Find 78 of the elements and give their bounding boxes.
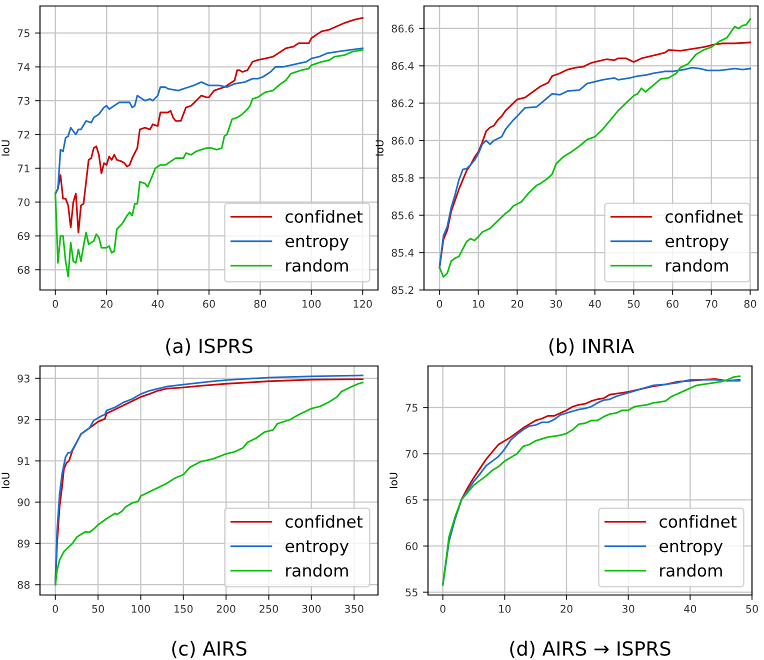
legend-label: random <box>286 564 348 577</box>
x-tick-label: 50 <box>628 300 640 308</box>
x-tick-label: 60 <box>203 300 215 308</box>
x-tick-label: 10 <box>472 300 484 308</box>
line-series <box>54 49 364 278</box>
x-tick-label: 100 <box>132 604 150 613</box>
y-tick-label: 74 <box>18 63 30 71</box>
x-tick-label: 10 <box>499 604 511 613</box>
x-tick-label: 0 <box>52 604 58 613</box>
x-tick-label: 70 <box>706 300 718 308</box>
legend-label: entropy <box>660 540 723 556</box>
y-tick-label: 69 <box>18 232 30 240</box>
text: (d) AIRS → ISPRS <box>510 640 670 658</box>
x-tick-label: 50 <box>92 604 104 613</box>
y-axis-title: IoU <box>390 472 398 488</box>
y-tick-label: 85.8 <box>392 174 414 182</box>
legend-label: confidnet <box>666 210 743 223</box>
y-tick-label: 85.6 <box>392 211 414 220</box>
x-tick-label: 0 <box>440 604 446 613</box>
y-tick-label: 60 <box>406 542 418 550</box>
y-tick-label: 90 <box>18 498 30 506</box>
legend-label: random <box>286 258 348 272</box>
y-tick-label: 92 <box>18 416 30 424</box>
y-axis-title: IoU <box>2 472 10 488</box>
x-tick-label: 120 <box>354 300 372 308</box>
y-tick-label: 75 <box>406 404 418 412</box>
y-tick-label: 86.6 <box>392 24 414 33</box>
text: (b) INRIA <box>549 338 634 356</box>
x-tick-label: 20 <box>560 604 572 613</box>
x-tick-label: 350 <box>344 604 364 613</box>
y-tick-label: 85.4 <box>392 248 414 257</box>
x-tick-label: 300 <box>302 604 321 613</box>
y-tick-label: 70 <box>406 450 418 458</box>
x-tick-label: 20 <box>511 300 524 308</box>
y-tick-label: 71 <box>18 164 30 172</box>
y-tick-label: 75 <box>18 29 30 38</box>
legend-label: confidnet <box>286 514 363 528</box>
x-tick-label: 0 <box>52 300 58 308</box>
y-tick-label: 93 <box>18 374 30 382</box>
legend-label: random <box>660 564 722 577</box>
legend-label: entropy <box>286 235 349 251</box>
legend-label: confidnet <box>286 210 363 223</box>
x-tick-label: 150 <box>174 604 193 613</box>
y-tick-label: 91 <box>18 457 30 466</box>
y-tick-label: 65 <box>406 496 418 504</box>
x-tick-label: 0 <box>436 300 442 308</box>
y-tick-label: 68 <box>18 266 30 274</box>
x-tick-label: 250 <box>260 604 278 613</box>
x-tick-label: 20 <box>100 300 113 308</box>
legend-label: entropy <box>286 540 349 556</box>
x-tick-label: 50 <box>746 604 758 613</box>
y-tick-label: 86.2 <box>392 99 414 108</box>
legend-label: random <box>666 258 728 272</box>
x-tick-label: 80 <box>254 300 266 308</box>
y-tick-label: 86.4 <box>392 62 414 70</box>
y-tick-label: 89 <box>18 540 30 548</box>
y-tick-label: 88 <box>18 580 30 589</box>
y-tick-label: 86.0 <box>392 136 414 145</box>
x-tick-label: 40 <box>684 604 696 613</box>
y-tick-label: 70 <box>18 198 30 206</box>
x-tick-label: 200 <box>216 604 236 613</box>
x-tick-label: 30 <box>622 604 634 613</box>
x-tick-label: 100 <box>302 300 321 308</box>
y-tick-label: 73 <box>18 96 30 105</box>
x-tick-label: 80 <box>744 300 756 308</box>
line-series <box>54 47 364 194</box>
y-tick-label: 72 <box>18 130 30 138</box>
legend-label: confidnet <box>660 514 737 528</box>
x-tick-label: 30 <box>550 300 562 308</box>
y-tick-label: 85.2 <box>392 286 414 294</box>
x-tick-label: 60 <box>666 300 678 308</box>
y-axis-title: IoU <box>2 140 10 156</box>
y-tick-label: 55 <box>406 588 418 596</box>
x-tick-label: 40 <box>152 300 164 308</box>
legend-label: entropy <box>666 235 729 251</box>
x-tick-label: 40 <box>588 300 601 308</box>
text: (a) ISPRS <box>166 338 252 356</box>
text: (c) AIRS <box>172 640 246 658</box>
